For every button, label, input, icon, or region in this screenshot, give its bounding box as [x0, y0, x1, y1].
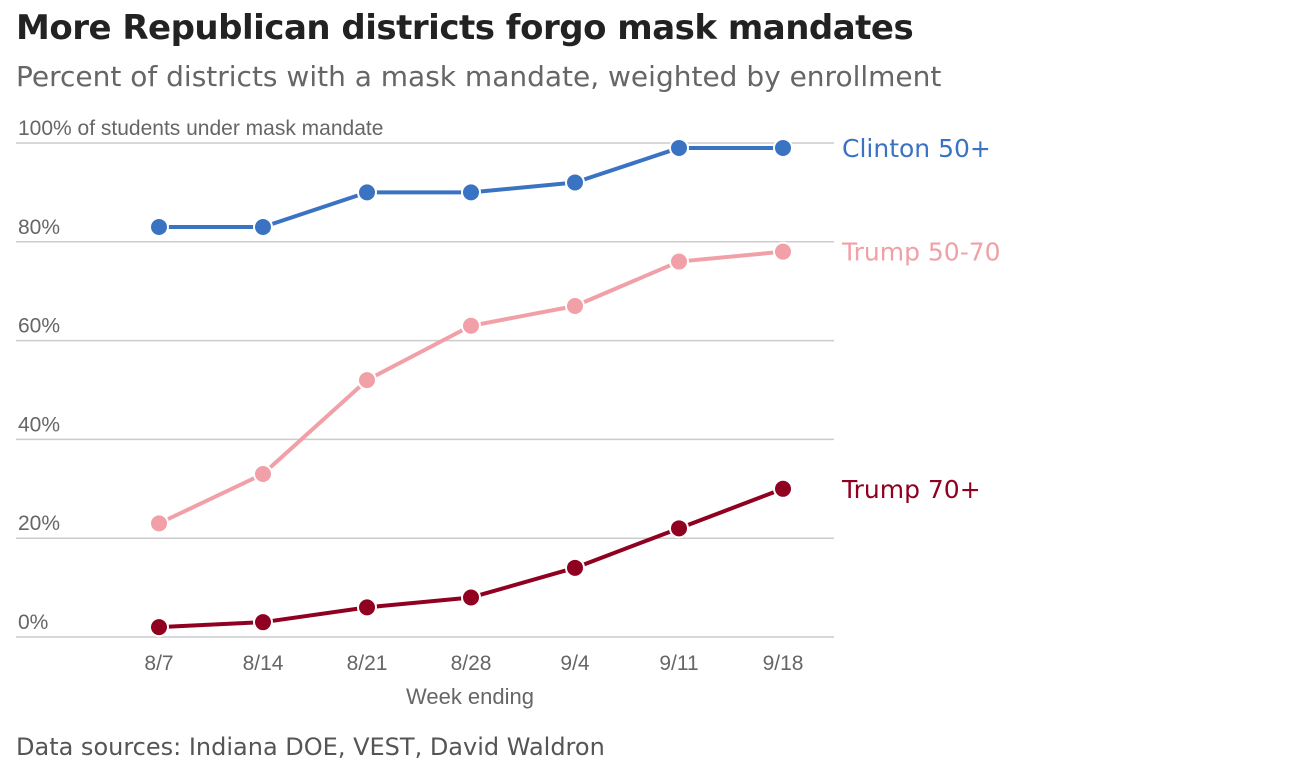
y-tick-label: 60% — [18, 315, 60, 338]
data-point — [149, 216, 169, 237]
data-point — [253, 612, 273, 633]
data-point — [149, 513, 169, 534]
data-point — [669, 251, 689, 272]
chart-title: More Republican districts forgo mask man… — [16, 8, 914, 48]
data-point — [461, 315, 481, 336]
gridlines — [16, 142, 834, 638]
x-tick-label: 8/28 — [451, 652, 492, 675]
data-point — [565, 557, 585, 578]
chart-subtitle: Percent of districts with a mask mandate… — [16, 60, 942, 93]
x-tick-label: 8/7 — [144, 652, 173, 675]
x-tick-label: 9/18 — [763, 652, 804, 675]
x-tick-label: 9/4 — [560, 652, 590, 675]
y-tick-label: 20% — [18, 512, 60, 535]
y-tick-label: 40% — [18, 413, 60, 436]
data-point — [773, 241, 793, 262]
x-tick-label: 8/14 — [243, 652, 284, 675]
data-point — [149, 617, 169, 638]
y-tick-label: 80% — [18, 216, 60, 239]
x-axis-tick-labels: 8/7 8/14 8/21 8/28 9/4 9/11 9/18 — [144, 652, 803, 675]
data-point — [253, 216, 273, 237]
line-chart: 0% 20% 40% 60% 80% 100% of students under mas… — [16, 117, 1001, 709]
series-label: Trump 70+ — [841, 475, 981, 504]
data-point — [669, 518, 689, 539]
data-point — [253, 463, 273, 484]
x-tick-label: 9/11 — [659, 652, 698, 675]
data-point — [461, 587, 481, 608]
series-label: Clinton 50+ — [842, 134, 991, 163]
data-point — [357, 597, 377, 618]
data-point — [669, 137, 689, 158]
y-tick-label: 100% of students under mask mandate — [18, 117, 383, 140]
data-point — [461, 182, 481, 203]
data-point — [773, 478, 793, 499]
series-lines — [149, 137, 793, 638]
y-axis-tick-labels: 0% 20% 40% 60% 80% 100% of students under mas… — [18, 117, 383, 634]
y-tick-label: 0% — [18, 611, 48, 634]
data-source-note: Data sources: Indiana DOE, VEST, David W… — [16, 733, 605, 761]
data-point — [357, 370, 377, 391]
series-trump-50-70 — [149, 241, 793, 534]
x-tick-label: 8/21 — [347, 652, 388, 675]
data-point — [565, 172, 585, 193]
series-labels: Clinton 50+ Trump 50-70 Trump 70+ — [841, 134, 1001, 504]
data-point — [357, 182, 377, 203]
data-point — [773, 137, 793, 158]
x-axis-title: Week ending — [406, 684, 534, 709]
series-trump-70- — [149, 478, 793, 638]
series-line — [157, 249, 785, 526]
series-label: Trump 50-70 — [841, 238, 1001, 267]
data-point — [565, 296, 585, 317]
series-clinton-50- — [149, 137, 793, 237]
